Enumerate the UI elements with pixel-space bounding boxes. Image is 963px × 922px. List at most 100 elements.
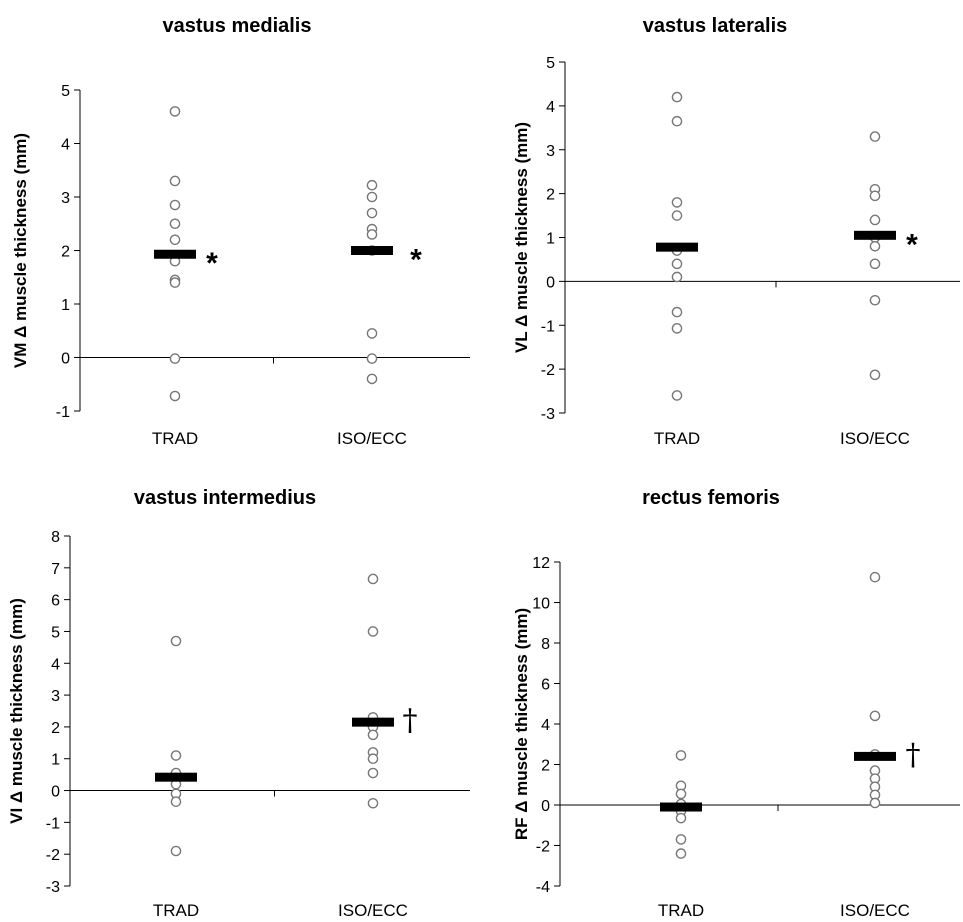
x-category-label: ISO/ECC xyxy=(338,901,408,920)
significance-asterisk: * xyxy=(206,247,218,280)
data-point xyxy=(169,353,181,364)
significance-asterisk: * xyxy=(410,244,422,277)
data-point xyxy=(169,106,181,117)
data-point xyxy=(869,797,881,809)
y-axis-label: VL Δ muscle thickness (mm) xyxy=(512,122,531,353)
data-point xyxy=(869,571,881,583)
y-tick-label: 0 xyxy=(61,351,70,368)
data-point xyxy=(367,573,379,585)
data-point xyxy=(675,750,687,761)
data-point xyxy=(671,258,683,270)
y-tick-label: 8 xyxy=(541,636,550,653)
data-point xyxy=(367,729,379,741)
y-tick-label: 2 xyxy=(51,720,60,737)
y-tick-label: 0 xyxy=(51,784,60,801)
data-point xyxy=(366,191,378,203)
significance-dagger: † xyxy=(906,737,921,772)
data-point xyxy=(367,767,379,779)
y-tick-label: 3 xyxy=(61,190,70,207)
data-point xyxy=(366,328,378,339)
y-tick-label: 10 xyxy=(532,596,550,613)
data-point xyxy=(170,796,182,807)
y-tick-label: 12 xyxy=(532,555,550,572)
data-point xyxy=(671,390,683,401)
y-axis-label: VI Δ muscle thickness (mm) xyxy=(7,598,26,824)
data-point xyxy=(675,848,687,859)
data-point xyxy=(671,306,683,318)
mean-bar xyxy=(854,230,896,240)
data-point xyxy=(169,390,181,402)
data-point xyxy=(671,210,683,221)
x-category-label: ISO/ECC xyxy=(337,429,407,448)
mean-bar xyxy=(352,717,394,727)
data-point xyxy=(869,710,881,722)
mean-bar xyxy=(351,246,393,255)
data-point xyxy=(367,626,379,637)
data-point xyxy=(169,218,181,230)
y-tick-label: 6 xyxy=(51,593,60,610)
y-tick-label: 8 xyxy=(51,529,60,546)
x-category-label: TRAD xyxy=(152,429,198,448)
data-point xyxy=(366,353,378,364)
data-point xyxy=(869,258,881,270)
y-tick-label: 5 xyxy=(61,83,70,100)
y-tick-label: 3 xyxy=(546,143,555,160)
data-point xyxy=(170,750,182,761)
chart-title: vastus medialis xyxy=(163,15,312,37)
data-point xyxy=(366,229,378,240)
y-tick-label: 2 xyxy=(546,187,555,204)
data-point xyxy=(869,240,881,252)
data-point xyxy=(170,845,182,857)
mean-bar xyxy=(155,772,197,782)
y-tick-label: -1 xyxy=(541,318,555,335)
y-tick-label: 1 xyxy=(546,231,555,248)
data-point xyxy=(671,115,683,127)
y-tick-label: -3 xyxy=(46,879,60,896)
y-tick-label: 3 xyxy=(51,688,60,705)
y-tick-label: -2 xyxy=(541,362,555,379)
data-point xyxy=(671,91,683,103)
y-tick-label: 6 xyxy=(541,677,550,694)
mean-bar xyxy=(656,242,698,252)
mean-bar xyxy=(154,249,196,259)
data-point xyxy=(169,277,181,288)
significance-dagger: † xyxy=(403,703,418,738)
y-tick-label: 0 xyxy=(541,798,550,815)
chart-title: vastus intermedius xyxy=(134,487,316,509)
y-tick-label: -1 xyxy=(56,404,70,421)
data-point xyxy=(869,294,881,306)
data-point xyxy=(671,197,683,208)
mean-bar xyxy=(854,751,896,761)
y-tick-label: -4 xyxy=(536,879,550,896)
data-point xyxy=(869,131,881,142)
data-point xyxy=(869,214,881,226)
data-point xyxy=(366,373,378,385)
y-tick-label: 4 xyxy=(61,137,70,154)
x-category-label: TRAD xyxy=(153,901,199,920)
y-tick-label: 2 xyxy=(61,244,70,261)
data-point xyxy=(675,788,687,800)
y-tick-label: 4 xyxy=(541,717,550,734)
data-point xyxy=(367,753,379,765)
data-point xyxy=(169,234,181,246)
data-point xyxy=(869,369,881,381)
data-point xyxy=(675,834,687,845)
data-point xyxy=(671,323,683,334)
data-point xyxy=(366,179,378,191)
data-point xyxy=(869,190,881,202)
data-point xyxy=(170,635,182,647)
data-point xyxy=(366,207,378,219)
mean-bar xyxy=(660,802,702,812)
data-point xyxy=(169,199,181,211)
y-tick-label: 1 xyxy=(51,752,60,769)
chart-title: rectus femoris xyxy=(642,487,780,509)
data-point xyxy=(671,271,683,283)
chart-title: vastus lateralis xyxy=(643,15,788,37)
data-point xyxy=(675,812,687,824)
y-tick-label: 4 xyxy=(546,99,555,116)
y-tick-label: 2 xyxy=(541,758,550,775)
data-point xyxy=(367,797,379,809)
y-axis-label: RF Δ muscle thickness (mm) xyxy=(512,608,531,840)
y-tick-label: 0 xyxy=(546,274,555,291)
